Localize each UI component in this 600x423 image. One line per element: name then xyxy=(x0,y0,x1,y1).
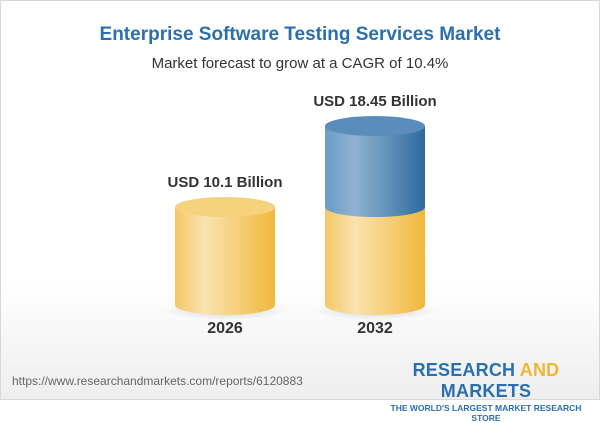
source-url: https://www.researchandmarkets.com/repor… xyxy=(12,374,303,388)
bar-top xyxy=(325,116,425,137)
chart-title: Enterprise Software Testing Services Mar… xyxy=(99,24,501,45)
chart-subtitle: Market forecast to grow at a CAGR of 10.… xyxy=(151,55,449,72)
chart: USD 10.1 Billion 2026 USD 18.45 Billion 203… xyxy=(163,93,437,337)
bar-base-segment xyxy=(325,207,425,315)
bar-top xyxy=(175,197,275,218)
category-label: 2032 xyxy=(357,320,393,337)
bar-2026 xyxy=(175,207,275,315)
bar-growth-segment xyxy=(325,126,425,218)
category-label: 2026 xyxy=(207,320,243,337)
logo: RESEARCH AND MARKETS THE WORLD'S LARGEST… xyxy=(390,360,582,423)
data-label: USD 10.1 Billion xyxy=(167,174,282,191)
data-label: USD 18.45 Billion xyxy=(313,93,436,110)
